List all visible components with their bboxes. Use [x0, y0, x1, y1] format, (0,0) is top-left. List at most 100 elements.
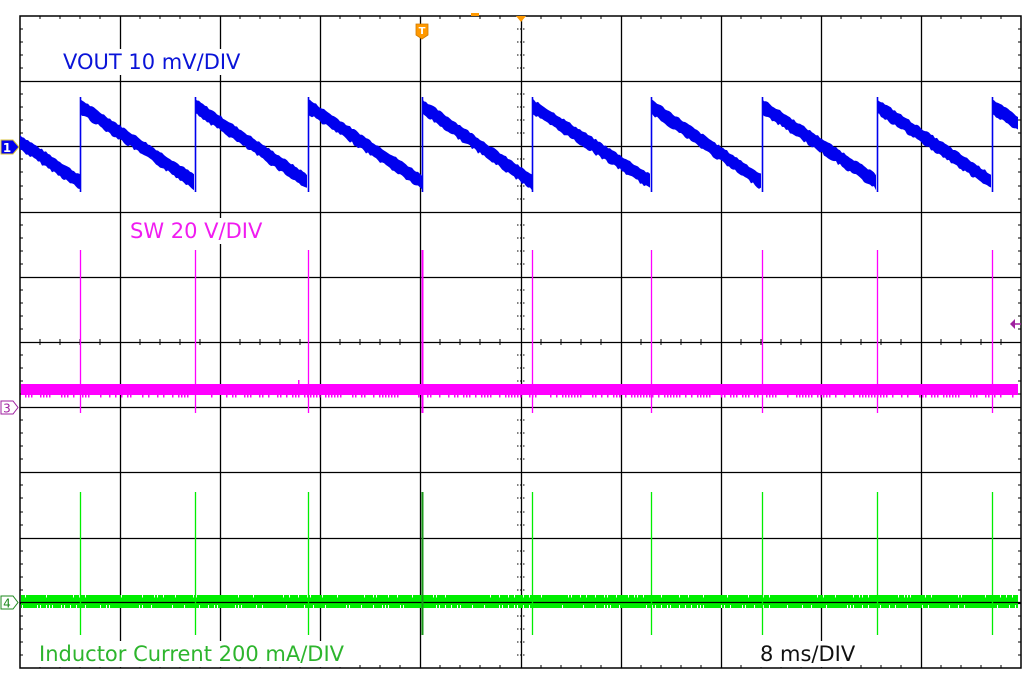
- inductor-current-noise: [433, 595, 434, 598]
- inductor-current-noise: [634, 595, 635, 598]
- inductor-current-noise: [643, 595, 644, 598]
- inductor-current-noise: [703, 595, 704, 598]
- waveforms: [20, 97, 1021, 635]
- inductor-current-noise: [595, 605, 596, 608]
- sw-noise: [250, 395, 252, 398]
- sw-noise: [970, 395, 972, 398]
- inductor-current-noise: [514, 605, 515, 608]
- inductor-current-noise: [514, 595, 515, 598]
- inductor-current-noise: [286, 605, 287, 608]
- inductor-current-noise: [730, 605, 731, 608]
- horizontal-position-indicator: [471, 13, 479, 16]
- sw-noise: [40, 395, 42, 398]
- sw-noise: [334, 395, 336, 398]
- inductor-current-noise: [697, 605, 698, 608]
- inductor-current-noise: [1006, 595, 1007, 598]
- vout-trace-segment: [20, 135, 80, 189]
- inductor-current-noise: [679, 605, 680, 608]
- sw-noise: [307, 395, 309, 398]
- sw-noise: [28, 395, 30, 398]
- inductor-current-noise: [1012, 595, 1013, 598]
- sw-noise: [505, 395, 507, 398]
- sw-noise: [634, 395, 636, 398]
- sw-noise: [469, 395, 471, 398]
- inductor-current-noise: [895, 605, 896, 608]
- inductor-current-noise: [64, 605, 65, 608]
- sw-noise: [865, 395, 867, 398]
- sw-noise: [562, 395, 564, 398]
- inductor-current-noise: [85, 605, 86, 608]
- sw-noise: [673, 395, 675, 398]
- sw-noise: [448, 395, 450, 398]
- sw-noise: [514, 395, 516, 398]
- inductor-current-noise: [688, 595, 689, 598]
- sw-noise: [685, 395, 687, 398]
- sw-noise: [61, 395, 63, 398]
- sw-noise: [892, 395, 894, 398]
- sw-noise: [43, 395, 45, 398]
- sw-noise: [184, 395, 186, 398]
- inductor-current-noise: [826, 605, 827, 608]
- sw-noise: [487, 395, 489, 398]
- sw-noise: [670, 395, 672, 398]
- inductor-current-noise: [139, 605, 140, 608]
- sw-noise: [826, 395, 828, 398]
- sw-noise: [1000, 395, 1002, 398]
- inductor-current-noise: [40, 605, 41, 608]
- inductor-current-noise: [748, 595, 749, 598]
- sw-noise: [730, 395, 732, 398]
- sw-noise: [394, 395, 396, 398]
- sw-noise: [874, 395, 876, 398]
- inductor-current-noise: [73, 595, 74, 598]
- sw-noise: [352, 395, 354, 398]
- sw-noise: [742, 395, 744, 398]
- sw-noise: [457, 395, 459, 398]
- inductor-current-noise: [445, 605, 446, 608]
- sw-noise: [766, 395, 768, 398]
- inductor-current-noise: [376, 595, 377, 598]
- inductor-current-noise: [595, 595, 596, 598]
- inductor-current-noise: [541, 595, 542, 598]
- sw-noise: [691, 395, 693, 398]
- inductor-current-noise: [898, 595, 899, 598]
- inductor-current-noise: [49, 605, 50, 608]
- sw-noise: [748, 395, 750, 398]
- inductor-current-noise: [1000, 595, 1001, 598]
- sw-noise: [325, 395, 327, 398]
- sw-noise: [937, 395, 939, 398]
- sw-noise: [976, 395, 978, 398]
- inductor-current-noise: [661, 595, 662, 598]
- sw-noise: [862, 395, 864, 398]
- inductor-current-noise: [460, 605, 461, 608]
- inductor-current-noise: [724, 605, 725, 608]
- sw-noise: [607, 395, 609, 398]
- sw-noise: [304, 395, 306, 398]
- inductor-current-noise: [172, 605, 173, 608]
- inductor-current-noise: [907, 595, 908, 598]
- sw-noise: [658, 395, 660, 398]
- sw-noise: [922, 395, 924, 398]
- inductor-current-noise: [571, 595, 572, 598]
- inductor-current-noise: [256, 605, 257, 608]
- sw-noise: [277, 395, 279, 398]
- sw-noise: [295, 395, 297, 398]
- inductor-current-noise: [175, 595, 176, 598]
- inductor-current-noise: [586, 595, 587, 598]
- inductor-current-noise: [439, 605, 440, 608]
- sw-noise: [244, 395, 246, 398]
- sw-noise: [340, 395, 342, 398]
- sw-noise: [64, 395, 66, 398]
- sw-noise: [148, 395, 150, 398]
- inductor-current-noise: [502, 605, 503, 608]
- sw-noise: [1012, 395, 1014, 398]
- inductor-current-noise: [25, 595, 26, 598]
- sw-noise: [172, 395, 174, 398]
- sw-noise: [829, 395, 831, 398]
- inductor-current-noise: [325, 605, 326, 608]
- graticule: [19, 15, 1022, 669]
- sw-noise: [580, 395, 582, 398]
- inductor-current-noise: [445, 595, 446, 598]
- channel-3-marker-label: 3: [3, 402, 11, 416]
- inductor-current-noise: [655, 605, 656, 608]
- sw-noise: [379, 395, 381, 398]
